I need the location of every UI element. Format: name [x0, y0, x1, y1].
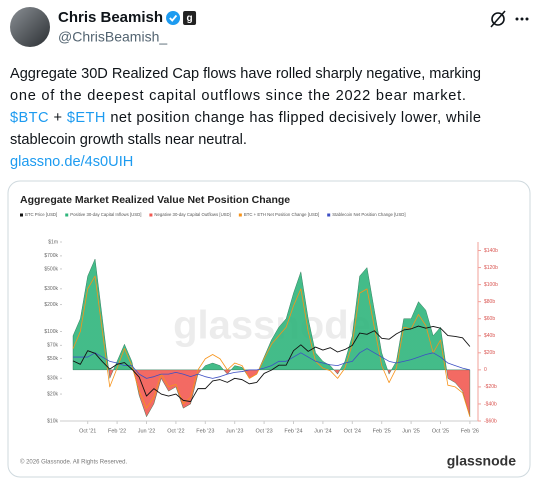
legend-label: Positive 30-day Capital Inflows [USD]	[70, 212, 141, 217]
series-line	[72, 275, 471, 417]
tweet-text: +	[49, 110, 66, 126]
x-tick-label: Feb '25	[373, 428, 391, 434]
verified-badge	[166, 11, 181, 25]
affiliate-badge[interactable]	[183, 11, 197, 25]
y2-tick-label: $60b	[484, 316, 495, 322]
chart-source: © 2026 Glassnode. All Rights Reserved.	[20, 459, 127, 466]
y2-tick-label: $120b	[484, 265, 498, 271]
verified-check	[169, 14, 178, 22]
y2-tick-label: -$20b	[484, 384, 497, 390]
author-name[interactable]: Chris Beamish	[58, 9, 163, 26]
y-tick-label: $20k	[47, 391, 58, 397]
y-tick-label: $200k	[44, 302, 58, 308]
author-handle[interactable]: @ChrisBeamish_	[58, 29, 167, 45]
x-tick-label: Jun '23	[226, 428, 244, 434]
y2-tick-label: -$40b	[484, 401, 497, 407]
legend-swatch	[20, 213, 23, 217]
legend-label: BTC + ETH Net Position Change [USD]	[244, 212, 319, 217]
x-tick-label: Jun '22	[138, 428, 156, 434]
y-tick-label: $50k	[47, 356, 58, 362]
legend-swatch	[149, 213, 153, 217]
x-tick-label: Oct '25	[432, 428, 449, 434]
legend-swatch	[238, 213, 242, 217]
y2-tick-label: $40b	[484, 333, 495, 339]
y-tick-label: $300k	[44, 286, 58, 292]
tweet-link[interactable]: glassno.de/4s0UIH	[10, 154, 133, 170]
legend-label: BTC Price [USD]	[25, 212, 57, 217]
media-card[interactable]	[7, 180, 531, 478]
badges: g	[166, 11, 197, 25]
affiliate-letter: g	[186, 13, 192, 24]
x-tick-label: Oct '21	[79, 428, 96, 434]
series-line	[72, 325, 471, 402]
x-tick-label: Oct '24	[344, 428, 361, 434]
y-tick-label: $500k	[44, 266, 58, 272]
legend-label: Stablecoin Net Position Change [USD]	[332, 212, 405, 217]
avatar[interactable]	[10, 7, 50, 47]
chart-logo: glassnode	[447, 453, 516, 469]
y-tick-label: $1m	[48, 239, 58, 245]
chart: $1m $700k $500k $300k $200k $100k $70k $50k $30k…	[20, 212, 498, 434]
legend-swatch	[327, 213, 331, 217]
y2-tick-label: 0	[484, 367, 487, 373]
cashtag[interactable]: $ETH	[67, 110, 106, 126]
x-tick-label: Feb '26	[461, 428, 479, 434]
y-tick-label: $10k	[47, 418, 58, 424]
y-tick-label: $700k	[44, 253, 58, 259]
series-line	[73, 348, 470, 379]
y2-tick-label: $80b	[484, 299, 495, 305]
x-tick-label: Jun '25	[402, 428, 420, 434]
x-tick-label: Feb '22	[108, 428, 126, 434]
x-tick-label: Feb '24	[284, 428, 302, 434]
cashtag[interactable]: $BTC	[10, 110, 49, 126]
legend-swatch	[65, 213, 69, 217]
y-tick-label: $30k	[47, 376, 58, 382]
tweet-text: net position change has flipped decisive…	[106, 110, 481, 126]
y2-tick-label: $140b	[484, 248, 498, 254]
y-tick-label: $70k	[47, 343, 58, 349]
tweet-text: one of the deepest capital outflows sinc…	[10, 88, 466, 104]
y2-tick-label: -$60b	[484, 418, 497, 424]
y-tick-label: $100k	[44, 329, 58, 335]
y2-tick-label: $100b	[484, 282, 498, 288]
chart-title: Aggregate Market Realized Value Net Posi…	[20, 194, 290, 206]
grok-icon[interactable]	[490, 10, 506, 28]
legend-label: Negative 30-day Capital Outflows [USD]	[154, 212, 230, 217]
x-tick-label: Oct '23	[255, 428, 272, 434]
tweet-text: $BTC + $ETH net position change has flip…	[10, 110, 481, 126]
x-tick-label: Jun '24	[314, 428, 332, 434]
x-tick-label: Oct '22	[167, 428, 184, 434]
x-tick-label: Feb '23	[196, 428, 214, 434]
more-icon[interactable]	[515, 17, 529, 21]
y2-tick-label: $20b	[484, 350, 495, 356]
tweet-text: Aggregate 30D Realized Cap flows have ro…	[10, 66, 481, 82]
tweet-text: stablecoin growth stalls near neutral.	[10, 132, 247, 148]
